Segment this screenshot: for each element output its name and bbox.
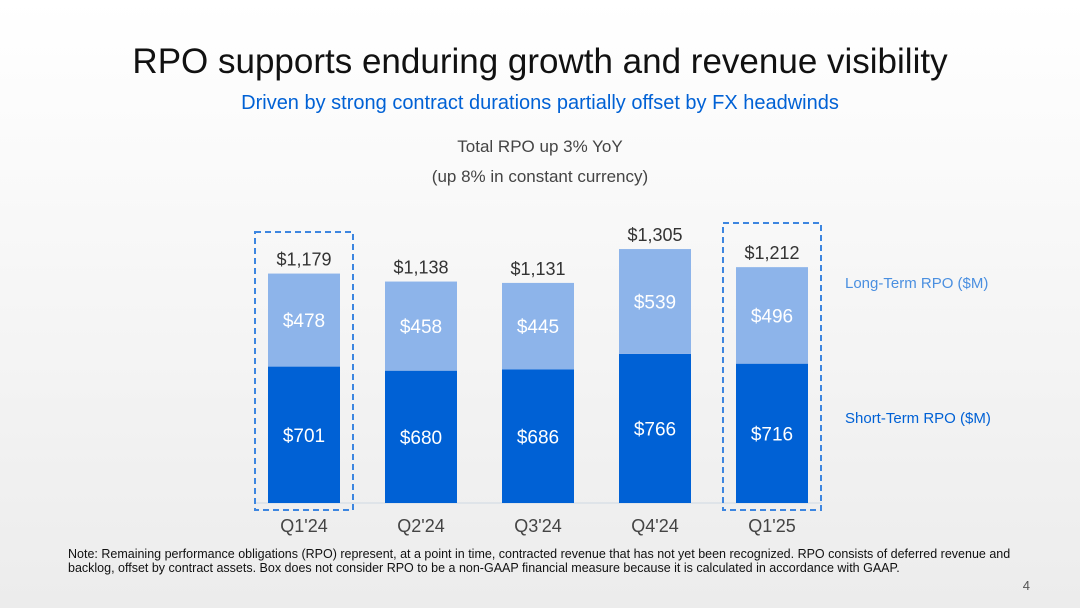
bar-short-term: [619, 353, 691, 503]
bar-long-term: [268, 273, 340, 367]
bar-short-term: [268, 366, 340, 503]
data-label: $496: [751, 306, 793, 327]
x-tick-label: Q1'24: [280, 516, 327, 536]
data-label: $701: [283, 426, 325, 447]
bar-long-term: [385, 281, 457, 371]
bar-long-term: [502, 282, 574, 370]
x-tick-label: Q4'24: [631, 516, 678, 536]
x-tick-label: Q3'24: [514, 516, 561, 536]
total-label: $1,138: [393, 258, 448, 278]
data-label: $478: [283, 311, 325, 332]
footnote: Note: Remaining performance obligations …: [68, 547, 1011, 575]
slide-subtitle: Driven by strong contract durations part…: [241, 92, 839, 114]
highlight-box: [254, 231, 354, 511]
total-label: $1,305: [627, 225, 682, 245]
total-label: $1,131: [510, 259, 565, 279]
data-label: $766: [634, 419, 676, 440]
page-number: 4: [1022, 578, 1030, 593]
data-label: $686: [517, 427, 559, 448]
data-label: $680: [400, 428, 442, 449]
x-tick-label: Q2'24: [397, 516, 444, 536]
bar-short-term: [385, 370, 457, 503]
total-label: $1,179: [276, 250, 331, 270]
data-label: $716: [751, 424, 793, 445]
x-tick-label: Q1'25: [748, 516, 795, 536]
legend-short-term: Short-Term RPO ($M): [845, 410, 991, 427]
data-label: $458: [400, 317, 442, 338]
bar-long-term: [619, 249, 691, 354]
data-label: $445: [517, 317, 559, 338]
legend-long-term: Long-Term RPO ($M): [845, 275, 989, 292]
highlight-box: [722, 222, 822, 511]
slide-title: RPO supports enduring growth and revenue…: [132, 42, 948, 81]
rpo-growth-note: Total RPO up 3% YoY: [457, 137, 623, 156]
bar-short-term: [736, 363, 808, 503]
bar-long-term: [736, 267, 808, 364]
total-label: $1,212: [744, 243, 799, 263]
constant-currency-note: (up 8% in constant currency): [431, 167, 649, 186]
data-label: $539: [634, 292, 676, 313]
bar-short-term: [502, 369, 574, 503]
